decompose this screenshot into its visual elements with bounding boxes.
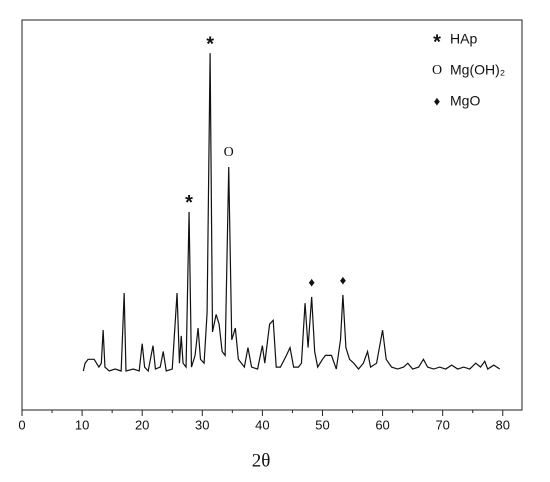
x-tick-label: 20	[135, 417, 149, 432]
plot-frame	[21, 19, 523, 411]
x-tick-label: 70	[435, 417, 449, 432]
x-tick-label: 40	[255, 417, 269, 432]
x-tick-label: 80	[496, 417, 510, 432]
legend-label: MgO	[450, 93, 480, 109]
legend-symbol: O	[432, 63, 442, 78]
x-tick-label: 50	[315, 417, 329, 432]
peak-annotation: *	[206, 33, 214, 55]
x-tick-label: 0	[18, 417, 25, 432]
peak-annotation: ♦	[340, 272, 347, 287]
x-tick-label: 60	[375, 417, 389, 432]
legend-label: Mg(OH)₂	[450, 62, 505, 78]
peak-annotation: ♦	[308, 274, 315, 289]
pattern-line	[82, 53, 501, 373]
peak-annotation: *	[185, 192, 193, 214]
x-axis-title: 2θ	[252, 450, 271, 471]
peak-annotation: O	[224, 145, 234, 160]
x-tick-label: 30	[195, 417, 209, 432]
legend-symbol: *	[433, 31, 441, 53]
legend-symbol: ♦	[434, 93, 441, 108]
x-tick-label: 10	[75, 417, 89, 432]
legend-label: HAp	[450, 31, 477, 47]
